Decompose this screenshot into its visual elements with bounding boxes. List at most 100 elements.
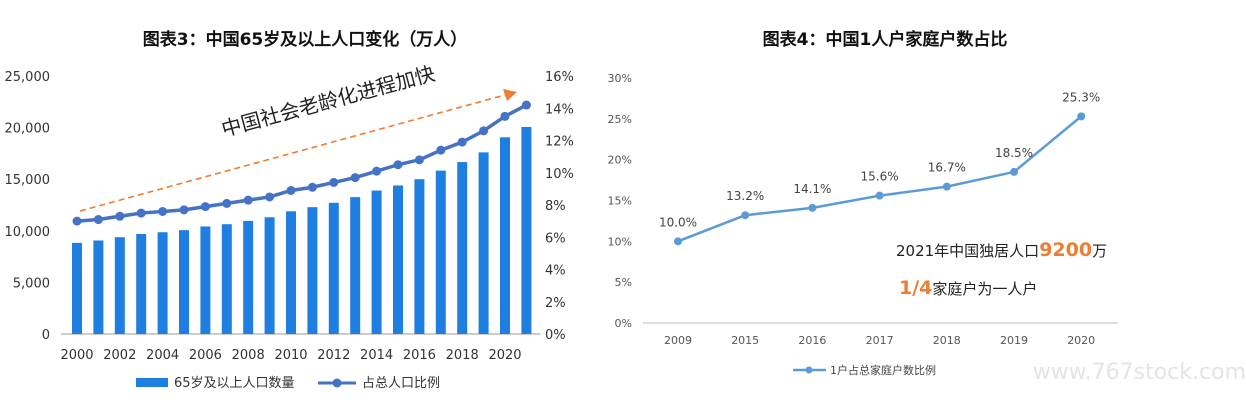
annotation-line1-prefix: 2021年中国独居人口	[896, 242, 1039, 260]
annotation-line2-highlight: 1/4	[899, 277, 932, 299]
chart1-bar	[114, 237, 125, 334]
chart1-bar	[328, 202, 339, 334]
chart-population-65plus: 图表3：中国65岁及以上人口变化（万人） 0 5,000 10,000 15,000 2…	[5, 29, 574, 391]
chart1-ratio-point	[372, 166, 382, 176]
chart1-right-tick-label: 14%	[545, 102, 574, 117]
chart2-x-tick-label: 2017	[866, 334, 894, 347]
chart1-x-axis: 2000 2002 2004 2006 2008 2010 2012 2014 2016 2018…	[60, 348, 521, 363]
chart1-bar	[136, 233, 147, 334]
chart1-bar	[179, 230, 189, 334]
chart1-annotation: 中国社会老龄化进程加快	[219, 61, 438, 141]
chart2-point	[808, 203, 817, 212]
chart2-y-tick-label: 10%	[608, 235, 632, 248]
chart1-legend: 65岁及以上人口数量 占总人口比例	[136, 376, 440, 391]
annotation-line1-suffix: 万	[1092, 242, 1107, 260]
chart2-y-tick-label: 5%	[615, 276, 632, 289]
chart2-point	[1077, 112, 1086, 121]
chart2-y-tick-label: 15%	[608, 195, 632, 208]
legend-line-label: 占总人口比例	[362, 376, 440, 391]
chart1-ratio-point	[158, 206, 168, 216]
chart1-x-tick-label: 2008	[232, 348, 265, 363]
chart1-ratio-point	[222, 198, 232, 208]
chart1-bar	[371, 190, 382, 334]
chart1-right-tick-label: 10%	[545, 167, 574, 182]
chart1-title: 图表3：中国65岁及以上人口变化（万人）	[143, 29, 468, 50]
chart1-ratio-point	[329, 177, 339, 187]
chart1-ratio-point	[243, 195, 253, 205]
chart1-ratio-point	[414, 155, 424, 165]
annotation-line1-highlight: 9200	[1039, 239, 1092, 261]
chart1-x-tick-label: 2018	[446, 348, 479, 363]
legend-bar-label: 65岁及以上人口数量	[174, 376, 295, 391]
chart1-bar	[350, 197, 361, 334]
chart1-x-tick-label: 2020	[488, 348, 521, 363]
chart2-point	[1010, 167, 1018, 176]
chart1-left-tick-label: 25,000	[5, 70, 51, 85]
chart1-ratio-point	[307, 182, 317, 192]
chart2-data-label: 14.1%	[793, 182, 831, 196]
chart2-y-tick-label: 0%	[615, 317, 632, 330]
chart1-ratio-point	[115, 211, 125, 221]
chart2-point	[875, 191, 884, 200]
chart1-left-tick-label: 15,000	[5, 173, 51, 188]
chart1-x-tick-label: 2002	[103, 348, 136, 363]
chart2-data-label: 13.2%	[726, 189, 764, 203]
chart2-data-label: 18.5%	[995, 146, 1033, 160]
watermark: www.767stock.com	[1033, 360, 1246, 385]
chart1-x-tick-label: 2004	[146, 348, 179, 363]
chart-single-person-households: 图表4：中国1人户家庭户数占比 0% 5% 10% 15% 20% 25% 30% 2009…	[608, 29, 1118, 377]
chart1-right-tick-label: 4%	[545, 264, 566, 279]
chart1-ratio-point	[136, 208, 146, 218]
chart2-x-tick-label: 2019	[1000, 334, 1028, 347]
chart2-title: 图表4：中国1人户家庭户数占比	[763, 29, 1008, 50]
chart1-right-axis: 0% 2% 4% 6% 8% 10% 12% 14% 16%	[545, 70, 574, 343]
legend2-label: 1户占总家庭户数比例	[830, 363, 936, 377]
chart1-bar	[200, 226, 211, 334]
chart1-ratio-point	[500, 111, 510, 121]
chart1-bar	[478, 152, 489, 334]
chart1-right-tick-label: 8%	[545, 199, 566, 214]
chart1-right-tick-label: 2%	[545, 296, 566, 311]
chart1-bar	[157, 232, 168, 334]
chart1-ratio-point	[286, 185, 296, 195]
chart1-x-tick-label: 2014	[360, 348, 393, 363]
chart2-x-tick-label: 2015	[731, 334, 759, 347]
legend-bar-swatch	[136, 378, 168, 387]
chart2-x-axis: 2009 2015 2016 2017 2018 2019 2020	[664, 334, 1095, 347]
chart1-ratio-point	[457, 137, 467, 147]
chart2-data-label: 15.6%	[861, 170, 899, 184]
chart2-point	[674, 237, 682, 246]
chart2-data-label: 10.0%	[659, 215, 697, 229]
chart1-right-tick-label: 0%	[545, 328, 566, 343]
chart1-ratio-point	[93, 215, 103, 225]
chart1-bar	[521, 126, 532, 334]
chart1-bar	[72, 242, 82, 334]
chart2-point	[942, 182, 951, 191]
chart1-ratio-point	[350, 173, 360, 183]
chart1-x-tick-label: 2010	[274, 348, 307, 363]
chart1-bar	[414, 179, 425, 334]
chart1-right-tick-label: 12%	[545, 135, 574, 150]
chart1-ratio-line	[72, 100, 531, 226]
chart1-ratio-point	[479, 126, 489, 136]
chart1-bar	[264, 217, 275, 334]
chart2-legend: 1户占总家庭户数比例	[793, 363, 936, 377]
chart1-x-tick-label: 2006	[189, 348, 222, 363]
chart1-ratio-point	[179, 205, 189, 215]
chart2-data-label: 16.7%	[928, 161, 966, 175]
chart1-left-tick-label: 5,000	[13, 276, 50, 291]
annotation-line2: 1/4家庭户为一人户	[899, 277, 1037, 299]
chart2-x-tick-label: 2009	[664, 334, 692, 347]
chart1-bar	[307, 207, 318, 334]
chart2-x-tick-label: 2020	[1067, 334, 1095, 347]
chart1-ratio-point	[72, 216, 82, 226]
chart2-y-tick-label: 25%	[608, 113, 632, 126]
chart1-bar	[286, 211, 296, 334]
chart1-bar	[243, 220, 254, 334]
chart1-left-tick-label: 20,000	[5, 122, 51, 137]
chart1-x-tick-label: 2012	[317, 348, 350, 363]
chart2-y-tick-label: 20%	[608, 154, 632, 167]
chart1-x-tick-label: 2016	[403, 348, 436, 363]
chart2-y-axis: 0% 5% 10% 15% 20% 25% 30%	[608, 72, 1118, 330]
chart2-line	[674, 112, 1086, 246]
